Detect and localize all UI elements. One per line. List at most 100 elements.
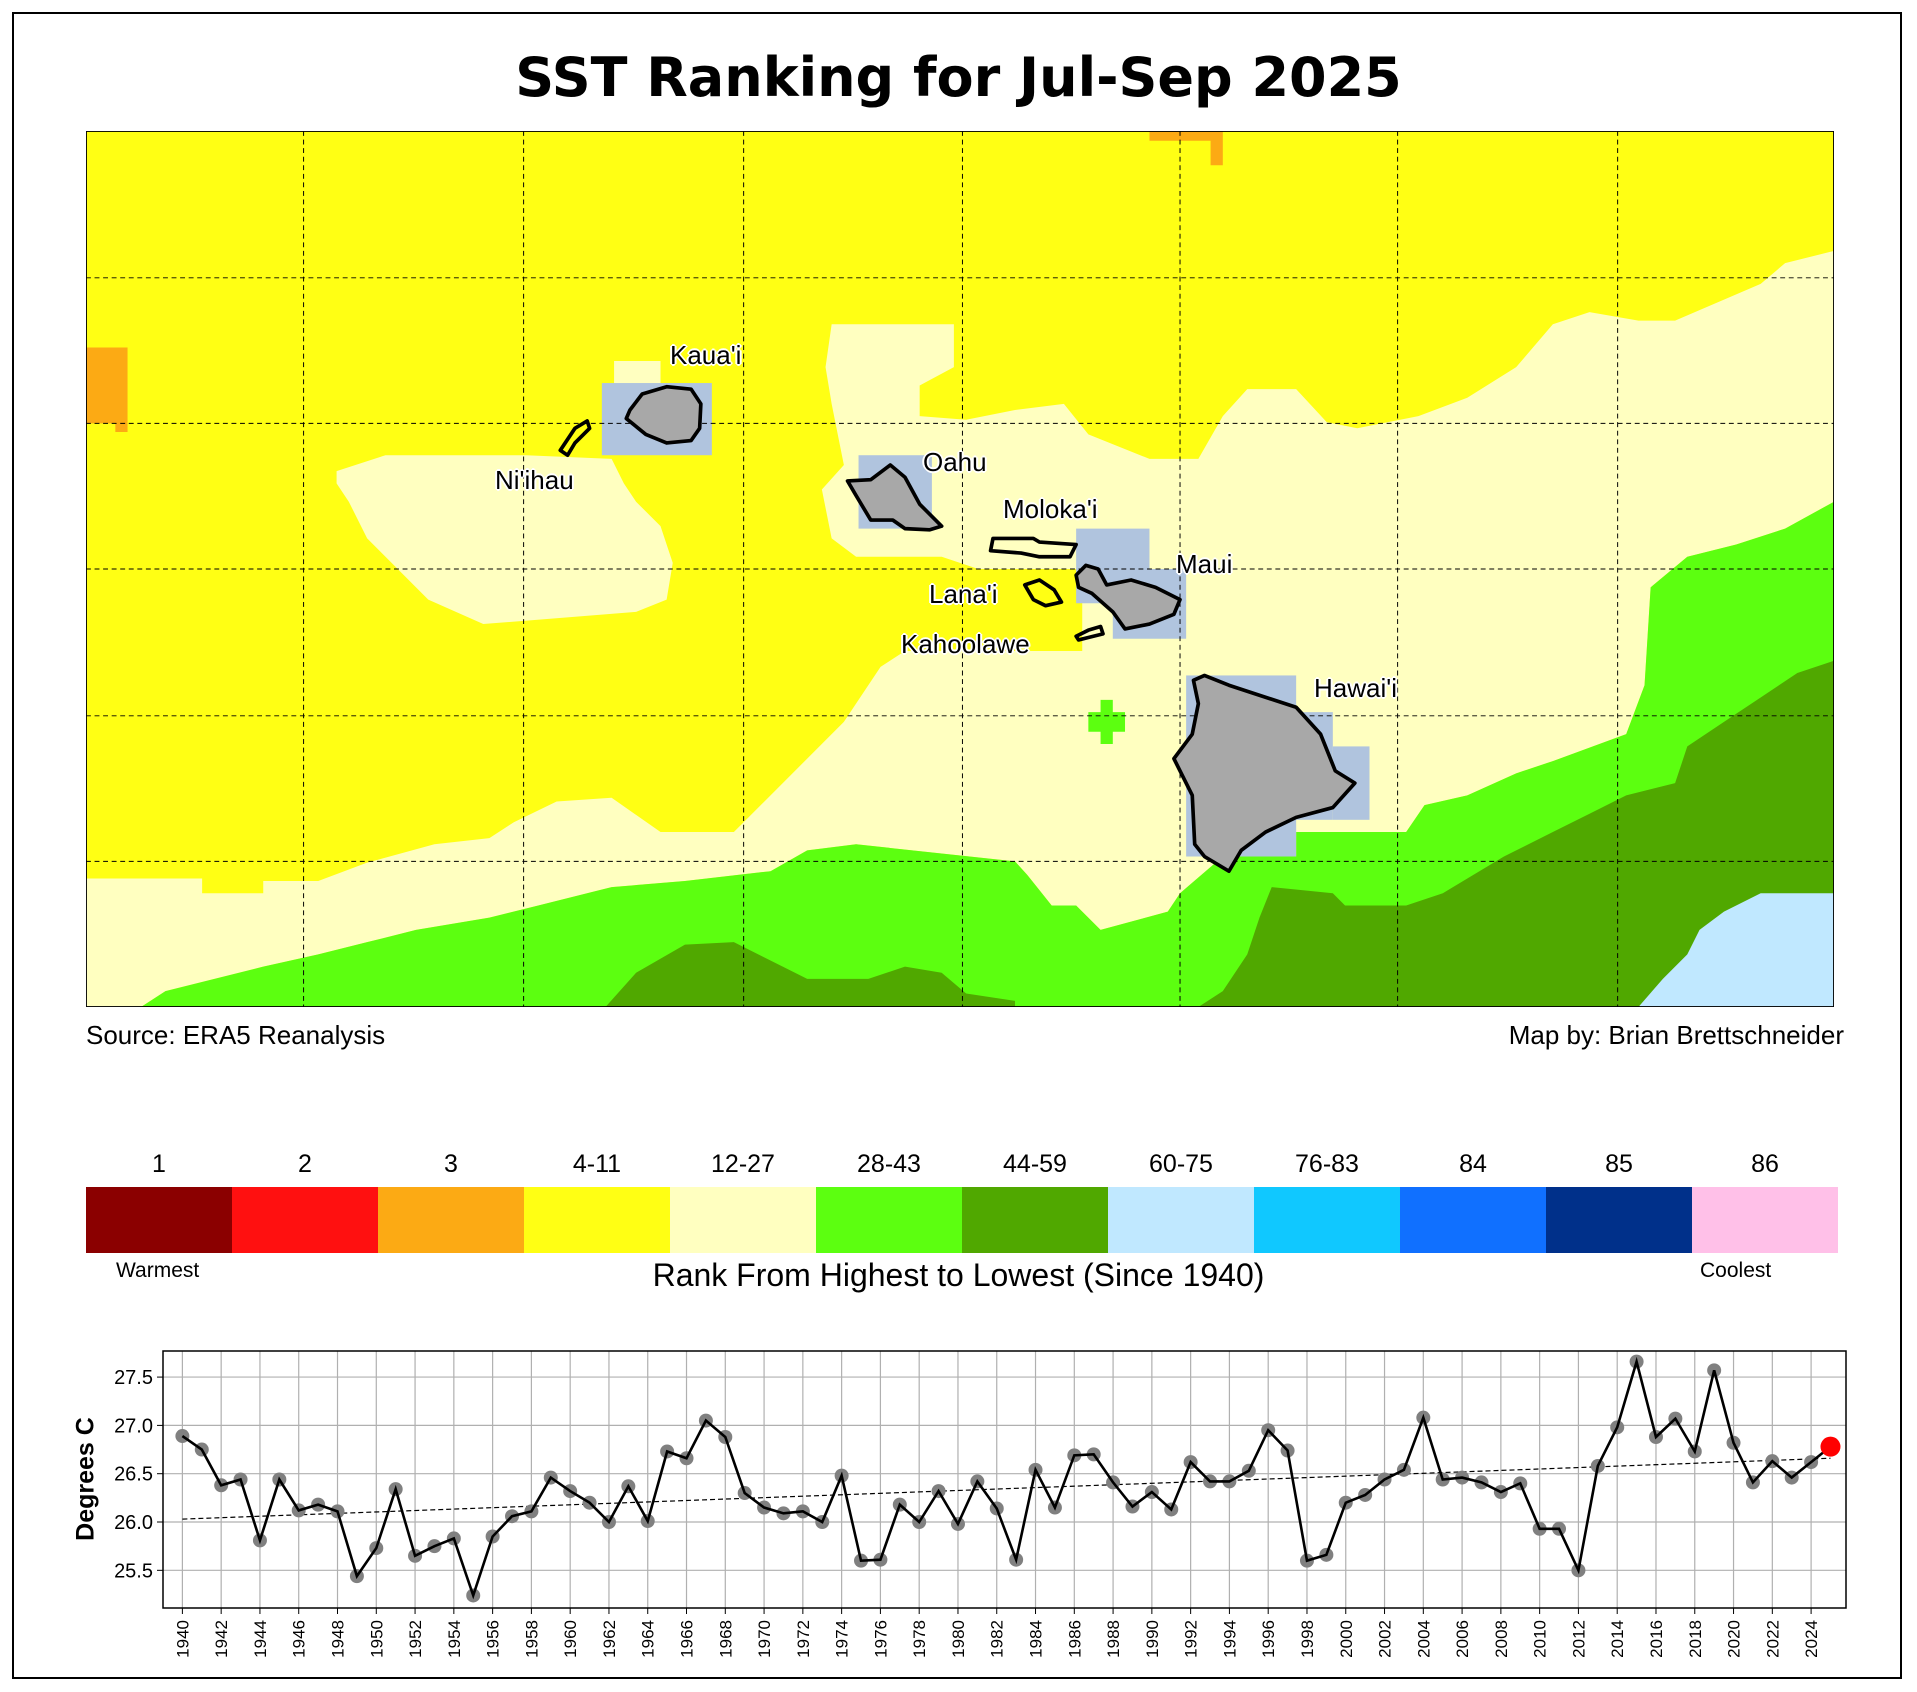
island-label-lanai: Lana'i: [929, 579, 998, 609]
page-title: SST Ranking for Jul-Sep 2025: [515, 46, 1402, 109]
x-tick-label: 2012: [1569, 1620, 1588, 1658]
x-tick-label: 1998: [1298, 1620, 1317, 1658]
colorbar-swatch-2: [232, 1187, 378, 1253]
x-tick-label: 1992: [1182, 1620, 1201, 1658]
x-tick-label: 1968: [716, 1620, 735, 1658]
x-tick-label: 1990: [1143, 1620, 1162, 1658]
x-tick-label: 2006: [1453, 1620, 1472, 1658]
x-tick-label: 2022: [1763, 1620, 1782, 1658]
x-tick-label: 1994: [1220, 1620, 1239, 1658]
island-maui-outline: [1074, 563, 1182, 631]
colorbar-label: 2: [298, 1150, 312, 1178]
colorbar-label: 28-43: [857, 1150, 921, 1178]
x-tick-label: 2008: [1492, 1620, 1511, 1658]
island-label-niihau: Ni'ihau: [495, 465, 574, 495]
island-kauai-outline: [624, 384, 703, 445]
y-tick-label: 27.0: [114, 1415, 153, 1437]
x-tick-label: 2004: [1414, 1620, 1433, 1658]
map-region-rank-44-59-south: [605, 942, 1016, 1007]
island-label-hawaii: Hawai'i: [1314, 673, 1397, 703]
colorbar-swatch-4-11: [524, 1187, 670, 1253]
x-tick-label: 1974: [833, 1620, 852, 1658]
x-tick-label: 1956: [484, 1620, 503, 1658]
sst-timeseries-chart: 25.5 26.0 26.5 27.0 27.5 1940 1942 1944 1946 1948…: [114, 1350, 1847, 1658]
colorbar-label: 84: [1459, 1150, 1487, 1178]
x-tick-label: 1988: [1104, 1620, 1123, 1658]
colorbar-swatch-1: [86, 1187, 232, 1253]
graticule: [86, 131, 1834, 1007]
colorbar-swatch-86: [1692, 1187, 1838, 1253]
x-tick-label: 2020: [1725, 1620, 1744, 1658]
x-tick-label: 1966: [678, 1620, 697, 1658]
y-tick-label: 26.0: [114, 1512, 153, 1534]
map-region-rank-44-59-east: [1198, 660, 1834, 1007]
series-line: [181, 1356, 1832, 1600]
x-tick-label: 1996: [1259, 1620, 1278, 1658]
island-label-kauai: Kaua'i: [670, 340, 742, 370]
x-tick-label: 1952: [406, 1620, 425, 1658]
x-tick-label: 1964: [639, 1620, 658, 1658]
island-kahoolawe-outline: [1074, 624, 1105, 642]
island-hawaii-outline: [1172, 673, 1357, 874]
x-tick-label: 2002: [1376, 1620, 1395, 1658]
colorbar-swatch-28-43: [816, 1187, 962, 1253]
colorbar-label: 1: [152, 1150, 166, 1178]
plot-area-border: [162, 1350, 1847, 1609]
island-label-kahoolawe: Kahoolawe: [901, 629, 1030, 659]
x-tick-label: 1944: [251, 1620, 270, 1658]
x-tick-label: 1958: [522, 1620, 541, 1658]
colorbar-labels: 1 2 3 4-11 12-27 28-43 44-59 60-75 76-83 84 85 86: [86, 1150, 1838, 1179]
colorbar-label: 12-27: [711, 1150, 775, 1178]
colorbar-swatch-85: [1546, 1187, 1692, 1253]
x-tick-label: 1978: [910, 1620, 929, 1658]
map-region-rank-12-27-niihau: [336, 455, 673, 625]
colorbar-swatch-12-27: [670, 1187, 816, 1253]
x-tick-label: 1962: [600, 1620, 619, 1658]
source-note: Source: ERA5 Reanalysis: [86, 1020, 386, 1050]
island-lanai-outline: [1022, 578, 1064, 608]
x-tick-label: 1980: [949, 1620, 968, 1658]
colorbar-label: 3: [444, 1150, 458, 1178]
x-tick-label: 2018: [1686, 1620, 1705, 1658]
colorbar-swatch-44-59: [962, 1187, 1108, 1253]
colorbar-label: 86: [1751, 1150, 1779, 1178]
island-niihau-outline: [558, 419, 592, 458]
figure-frame: [12, 12, 1902, 1679]
x-tick-label: 1972: [794, 1620, 813, 1658]
x-tick-label: 1976: [871, 1620, 890, 1658]
island-oahu-outline: [845, 463, 944, 532]
x-tick-label: 2024: [1802, 1620, 1821, 1658]
x-tick-label: 1942: [212, 1620, 231, 1658]
colorbar-warmest-label: Warmest: [116, 1259, 200, 1282]
x-tick-label: 1982: [988, 1620, 1007, 1658]
map-region-rank-3-west: [86, 347, 128, 432]
colorbar: [86, 1187, 1838, 1253]
x-tick-label: 1970: [755, 1620, 774, 1658]
map-region-rank-3-north: [1149, 131, 1223, 166]
x-tick-label: 2016: [1647, 1620, 1666, 1658]
island-label-oahu: Oahu: [923, 447, 987, 477]
x-tick-label: 2014: [1608, 1620, 1627, 1658]
y-tick-label: 26.5: [114, 1464, 153, 1486]
map-region-rank-28-43-patch: [1088, 699, 1126, 744]
colorbar-label: 76-83: [1295, 1150, 1359, 1178]
highlight-point-2025: [1820, 1436, 1841, 1457]
sst-rank-map: [86, 131, 1834, 1007]
colorbar-swatch-76-83: [1254, 1187, 1400, 1253]
x-tick-label: 1946: [290, 1620, 309, 1658]
colorbar-coolest-label: Coolest: [1700, 1259, 1772, 1282]
colorbar-label: 85: [1605, 1150, 1633, 1178]
colorbar-swatch-84: [1400, 1187, 1546, 1253]
trend-line: [182, 1457, 1831, 1520]
colorbar-swatch-3: [378, 1187, 524, 1253]
x-tick-label: 1984: [1027, 1620, 1046, 1658]
x-tick-label: 1950: [367, 1620, 386, 1658]
x-tick-label: 2010: [1531, 1620, 1550, 1658]
x-tick-label: 1986: [1065, 1620, 1084, 1658]
island-molokai-outline: [988, 536, 1078, 559]
x-tick-label: 1954: [445, 1620, 464, 1658]
x-tick-label: 2000: [1337, 1620, 1356, 1658]
colorbar-label: 4-11: [572, 1150, 622, 1178]
x-tick-label: 1948: [329, 1620, 348, 1658]
x-tick-label: 1940: [173, 1620, 192, 1658]
